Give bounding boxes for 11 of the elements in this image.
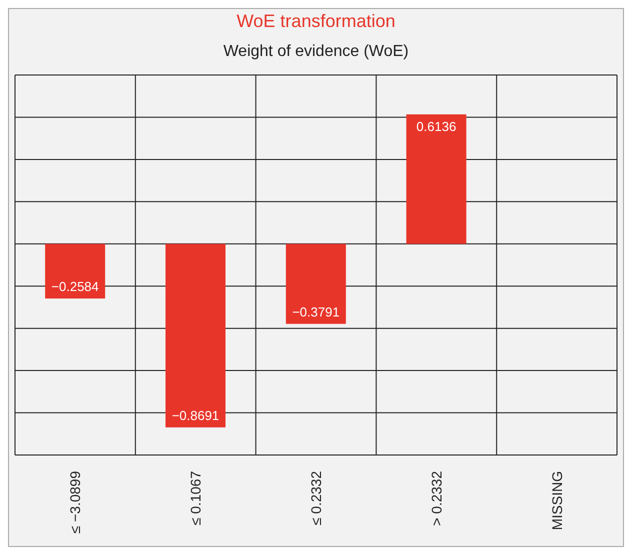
x-tick-label: ≤ −3.0899: [67, 470, 84, 534]
data-label: 0.6136: [416, 118, 456, 134]
x-tick-label: > 0.2332: [428, 470, 444, 526]
x-tick-label: MISSING: [548, 471, 565, 530]
x-tick-label: ≤ 0.2332: [308, 470, 324, 526]
chart-title: WoE transformation: [236, 11, 396, 33]
chart-subtitle: Weight of evidence (WoE): [222, 43, 410, 62]
data-label: −0.2584: [51, 278, 99, 294]
data-label: −0.8691: [172, 408, 220, 423]
x-tick-label: ≤ 0.1067: [188, 470, 204, 526]
data-label: −0.3791: [292, 304, 340, 320]
